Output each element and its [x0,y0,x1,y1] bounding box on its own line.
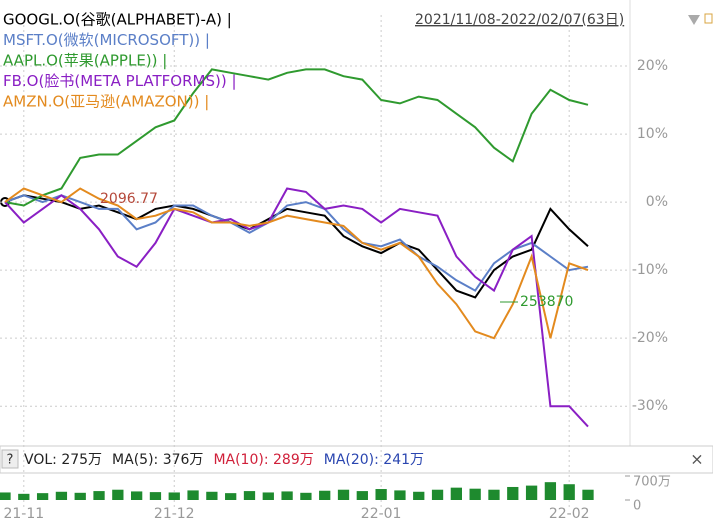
indicator: MA(20): 241万 [324,452,424,468]
y-tick-label: 20% [637,58,668,74]
y-tick-label: -20% [632,330,668,346]
dropdown-icon[interactable] [688,15,700,25]
vol-header [0,445,713,474]
vol-bar [469,488,481,500]
vol-bar [131,491,143,500]
vol-bar [563,484,575,500]
vol-tick-label: 700万 [633,475,671,490]
vol-bar [413,491,425,500]
indicator: VOL: 275万 [24,452,102,468]
vol-bar [93,491,105,500]
vol-bar [112,489,124,500]
vol-bar [544,482,557,500]
vol-bar [0,492,11,500]
vol-bar [582,489,594,500]
legend-entry: GOOGL.O(谷歌(ALPHABET)-A) | [3,11,232,29]
x-tick-label: 22-01 [361,506,402,518]
y-tick-label: -30% [632,398,668,414]
x-tick-label: 22-02 [549,506,590,518]
y-tick-label: 0% [646,194,668,210]
close-icon[interactable]: × [690,450,703,469]
vol-bar [525,485,538,500]
y-tick-label: -10% [632,262,668,278]
legend-entry: AMZN.O(亚马逊(AMAZON)) | [3,93,209,111]
vol-bar [187,490,199,500]
series-line [4,68,589,207]
annotation: 2096.77 [100,191,158,207]
indicator: MA(10): 289万 [213,452,313,468]
annotation: 253870 [520,294,573,310]
y-tick-label: 10% [637,126,668,142]
vol-bar [450,487,462,500]
vol-bar [18,493,30,500]
legend-entry: AAPL.O(苹果(APPLE)) | [3,52,167,70]
vol-bar [337,489,350,500]
lock-icon[interactable] [704,13,713,24]
vol-bar [488,489,500,500]
indicator: MA(5): 376万 [112,452,203,468]
vol-bar [36,493,49,500]
x-tick-label: 21-12 [154,506,195,518]
series-line [4,194,589,292]
vol-bar [356,491,368,500]
vol-bar [281,491,293,500]
series-line [4,187,589,340]
vol-bar [225,493,237,500]
vol-bar [262,492,274,500]
vol-bar [243,491,256,500]
vol-bar [206,491,218,500]
vol-bar [394,490,406,500]
vol-bar [168,492,180,500]
date-range[interactable]: 2021/11/08-2022/02/07(63日) [415,12,624,28]
series-line [4,187,589,428]
vol-bar [431,489,444,500]
vol-bar [507,486,519,500]
series-line [4,194,589,299]
help-button[interactable] [1,449,19,469]
vol-tick-label: 0 [633,499,641,514]
x-tick-label: 21-11 [3,506,44,518]
vol-bar [149,492,162,500]
vol-bar [74,492,86,500]
vol-bar [319,490,331,500]
vol-bar [55,491,68,500]
legend-entry: FB.O(脸书(META PLATFORMS)) | [3,72,237,90]
help-icon: ? [7,453,14,468]
vol-bar [300,492,312,500]
vol-bar [375,489,387,500]
legend-entry: MSFT.O(微软(MICROSOFT)) | [3,31,210,49]
